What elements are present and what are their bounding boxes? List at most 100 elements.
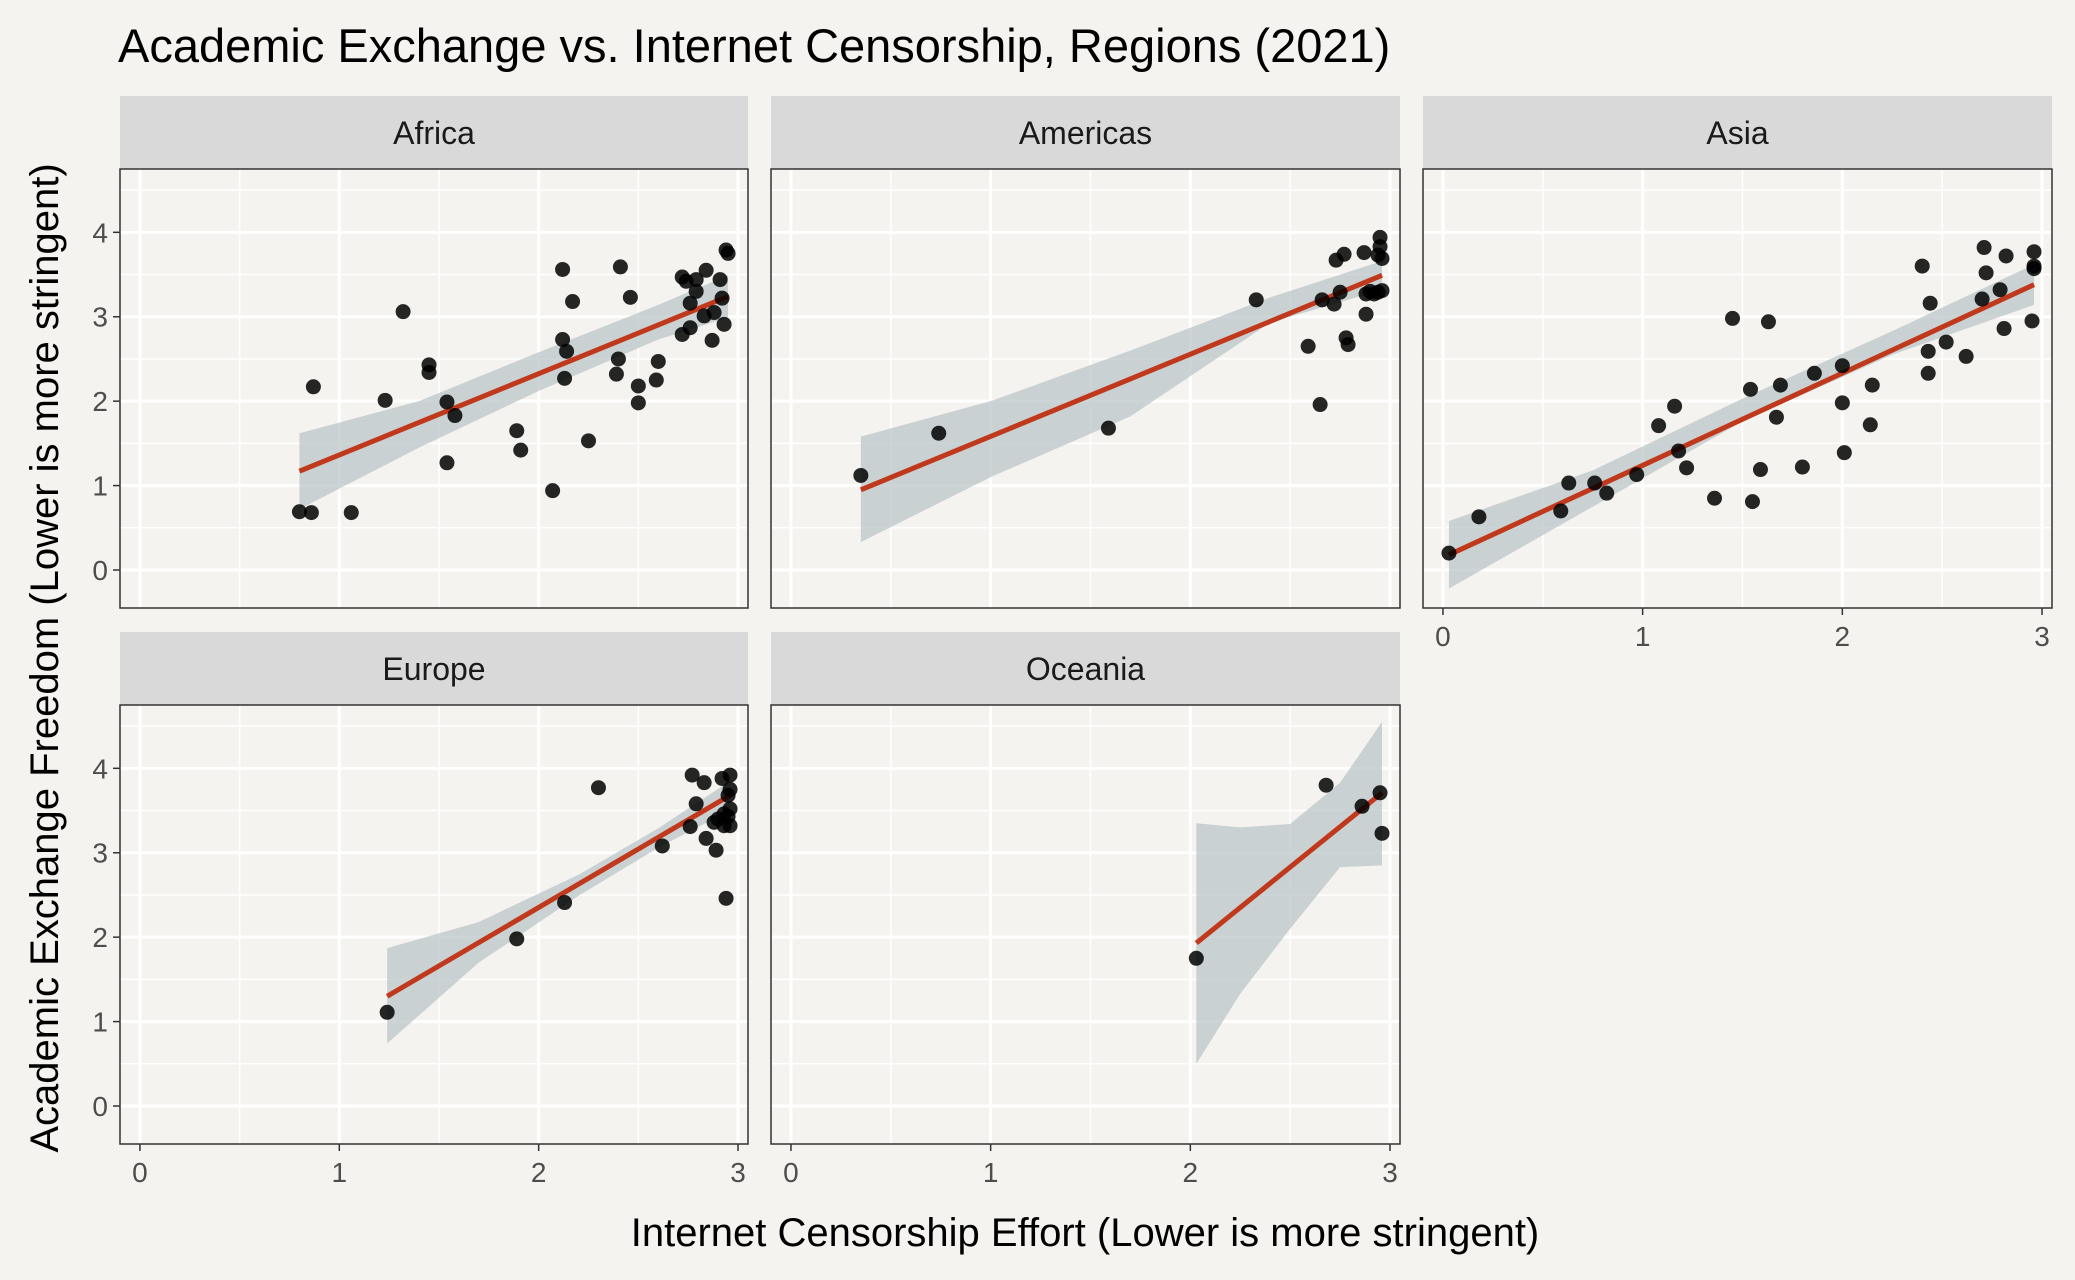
data-point (1100, 420, 1116, 436)
data-point (1958, 348, 1974, 364)
x-tick-label: 0 (132, 1157, 148, 1188)
data-point (421, 364, 437, 380)
x-tick-label: 2 (1835, 621, 1851, 652)
facet-strip-label: Oceania (1026, 651, 1145, 687)
data-point (343, 505, 359, 521)
panel-plot-area (1423, 169, 2052, 608)
y-tick-label: 3 (92, 838, 108, 869)
fit-line (1194, 790, 1384, 946)
data-point (654, 838, 670, 854)
fit-line (859, 273, 1383, 493)
data-point (688, 283, 704, 299)
data-point (722, 781, 738, 797)
confidence-band (1196, 721, 1383, 1064)
data-point (1587, 475, 1603, 491)
data-point (650, 353, 666, 369)
data-point (714, 290, 730, 306)
data-point (303, 505, 319, 521)
data-point (1332, 284, 1348, 300)
data-point (2024, 313, 2040, 329)
data-point (684, 767, 700, 783)
data-point (1744, 494, 1760, 510)
facet-americas: Americas (770, 96, 1401, 609)
panel-border (770, 704, 1401, 1145)
facet-strip (120, 632, 748, 705)
x-tick-label: 1 (983, 1157, 999, 1188)
y-tick-label: 4 (92, 753, 108, 784)
data-point (931, 425, 947, 441)
data-point (1671, 443, 1687, 459)
data-point (688, 272, 704, 288)
data-point (1599, 485, 1615, 501)
fit-line (298, 294, 730, 474)
data-point (696, 775, 712, 791)
data-point (439, 394, 455, 410)
data-point (1374, 283, 1390, 299)
data-point (1864, 377, 1880, 393)
data-point (395, 304, 411, 320)
y-tick-label: 2 (92, 922, 108, 953)
panel-border (119, 704, 749, 1145)
data-point (1752, 462, 1768, 478)
data-point (1248, 292, 1264, 308)
data-point (1996, 321, 2012, 337)
x-tick-label: 1 (332, 1157, 348, 1188)
y-tick-label: 1 (92, 471, 108, 502)
data-point (1760, 314, 1776, 330)
facet-strip-label: Americas (1019, 115, 1152, 151)
data-point (1725, 310, 1741, 326)
data-point (1441, 545, 1457, 561)
y-tick-label: 4 (92, 217, 108, 248)
data-point (610, 351, 626, 367)
data-point (1922, 295, 1938, 311)
data-point (1372, 229, 1388, 245)
data-point (1679, 460, 1695, 476)
data-point (712, 272, 728, 288)
data-point (1914, 258, 1930, 274)
y-axis-title: Academic Exchange Freedom (Lower is more… (23, 163, 67, 1152)
data-point (682, 320, 698, 336)
data-point (1806, 365, 1822, 381)
data-point (708, 842, 724, 858)
data-point (1372, 785, 1388, 801)
data-point (1742, 381, 1758, 397)
data-point (1312, 397, 1328, 413)
panel-border (1422, 168, 2053, 609)
data-point (447, 408, 463, 424)
confidence-band (1448, 264, 2035, 589)
fit-line (1447, 282, 2036, 558)
confidence-band (299, 275, 729, 510)
data-point (1356, 245, 1372, 261)
data-point (698, 830, 714, 846)
data-point (1188, 950, 1204, 966)
data-point (688, 796, 704, 812)
data-point (648, 372, 664, 388)
y-tick-label: 0 (92, 555, 108, 586)
data-point (682, 819, 698, 835)
data-point (722, 818, 738, 834)
data-point (1974, 291, 1990, 307)
data-point (1920, 365, 1936, 381)
data-point (509, 931, 525, 947)
data-point (1834, 395, 1850, 411)
data-point (1374, 825, 1390, 841)
data-point (1768, 409, 1784, 425)
data-point (612, 259, 628, 275)
data-point (1834, 358, 1850, 374)
data-point (706, 305, 722, 321)
data-point (555, 332, 571, 348)
data-point (513, 442, 529, 458)
y-tick-label: 2 (92, 386, 108, 417)
data-point (1707, 490, 1723, 506)
data-point (439, 455, 455, 471)
data-point (1318, 777, 1334, 793)
data-point (2026, 261, 2042, 277)
data-point (581, 433, 597, 449)
panel-background (771, 705, 1400, 1144)
data-point (1561, 475, 1577, 491)
fit-line (385, 793, 732, 999)
facet-strip-label: Africa (393, 115, 475, 151)
data-point (379, 1004, 395, 1020)
data-point (557, 895, 573, 911)
data-point (509, 423, 525, 439)
